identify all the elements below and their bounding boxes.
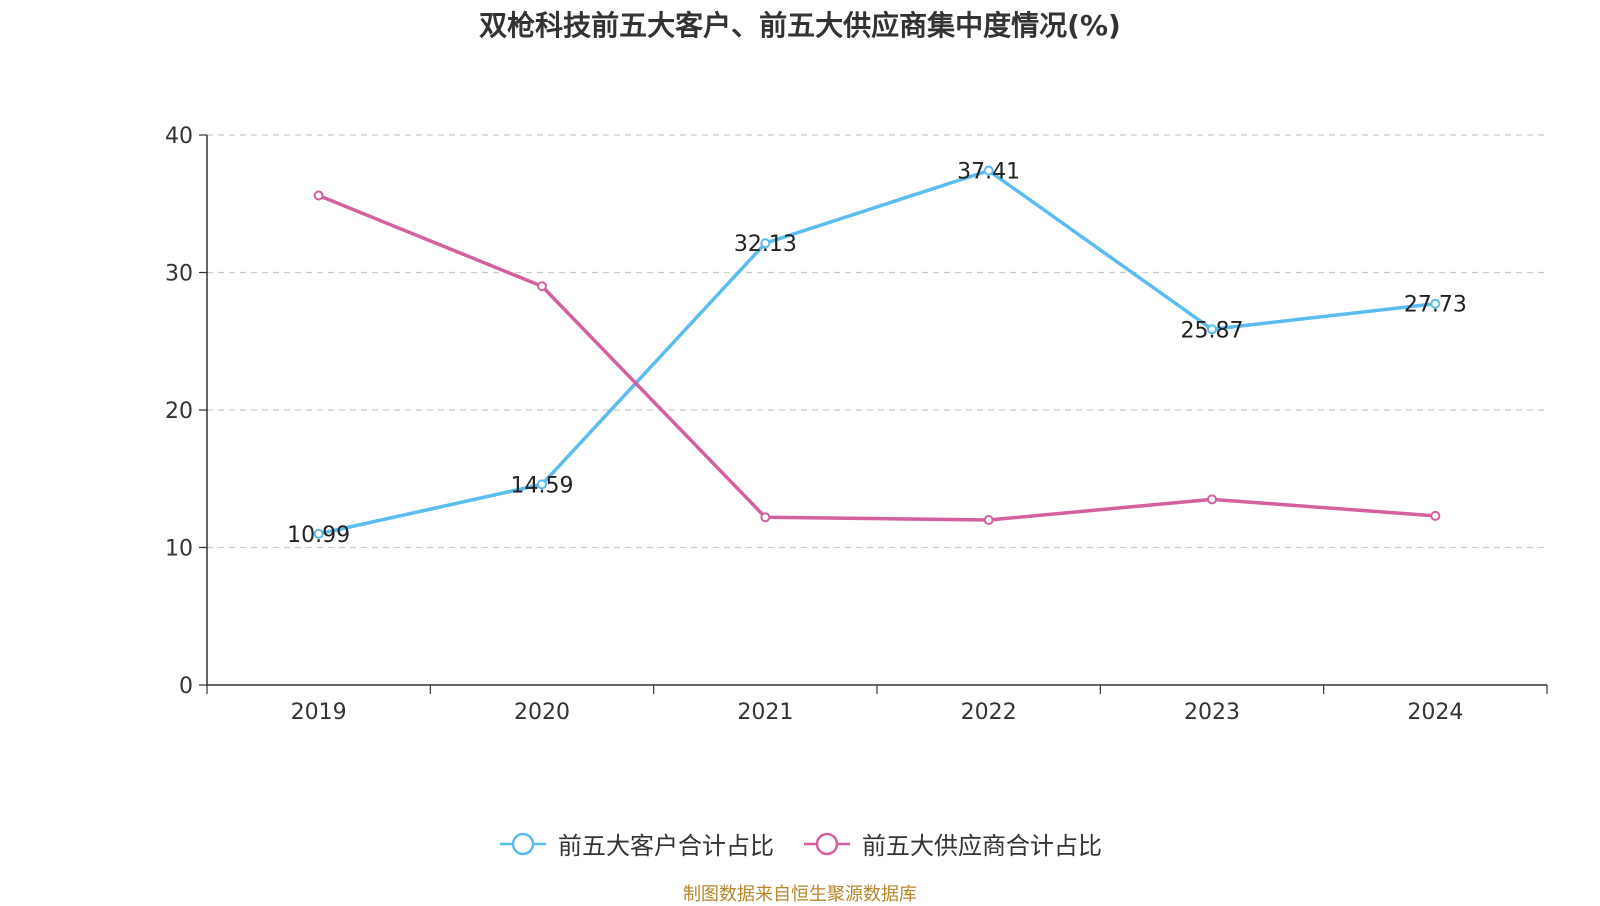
legend-marker-customers-icon (500, 832, 546, 855)
legend-label-customers: 前五大客户合计占比 (558, 832, 774, 860)
data-point-1-4 (1207, 494, 1217, 505)
data-point-0-4 (1207, 324, 1217, 335)
grid-lines (207, 134, 1547, 549)
series-line-0 (318, 168, 1436, 536)
data-label-0-4: 25.87 (1181, 318, 1244, 343)
y-tick-label: 40 (165, 124, 193, 149)
data-labels: 10.99 14.59 32.13 37.41 25.87 27.73 (287, 160, 1467, 548)
legend-marker-suppliers-icon (804, 832, 850, 855)
legend: 前五大客户合计占比 前五大供应商合计占比 (0, 826, 1600, 861)
data-label-0-2: 32.13 (734, 232, 797, 257)
x-tick-label-2024: 2024 (1407, 700, 1463, 725)
data-label-0-5: 27.73 (1404, 293, 1467, 318)
data-point-1-0 (313, 190, 324, 201)
source-note: 制图数据来自恒生聚源数据库 (683, 884, 917, 905)
data-point-0-1 (537, 479, 547, 490)
data-point-1-1 (537, 281, 547, 292)
data-point-0-5 (1430, 298, 1441, 309)
x-tick-label-2023: 2023 (1184, 700, 1240, 725)
x-tick-label-2019: 2019 (291, 700, 347, 725)
data-point-1-2 (760, 512, 771, 523)
y-tick-label: 0 (179, 674, 193, 699)
series-layer (313, 165, 1441, 539)
data-point-1-5 (1430, 510, 1441, 521)
data-label-0-3: 37.41 (957, 160, 1020, 185)
data-point-0-2 (760, 238, 771, 249)
y-tick-label: 30 (165, 262, 193, 287)
chart-title: 双枪科技前五大客户、前五大供应商集中度情况(%) (479, 9, 1121, 42)
data-label-0-0: 10.99 (287, 523, 350, 548)
legend-item-customers[interactable]: 前五大客户合计占比 (498, 826, 774, 861)
series-line-1 (318, 193, 1436, 522)
x-tick-label-2022: 2022 (961, 700, 1017, 725)
data-label-0-1: 14.59 (511, 473, 574, 498)
axes: 0 10 20 30 40 2019 2020 2021 2022 2023 2024 (165, 124, 1548, 725)
legend-item-suppliers[interactable]: 前五大供应商合计占比 (802, 826, 1102, 861)
data-point-1-3 (983, 515, 994, 525)
x-tick-label-2021: 2021 (737, 700, 793, 725)
y-tick-label: 20 (165, 399, 193, 424)
data-point-0-0 (313, 528, 324, 539)
legend-label-suppliers: 前五大供应商合计占比 (862, 832, 1102, 860)
data-point-0-3 (983, 165, 994, 176)
x-tick-label-2020: 2020 (514, 700, 570, 725)
y-tick-label: 10 (165, 537, 193, 562)
